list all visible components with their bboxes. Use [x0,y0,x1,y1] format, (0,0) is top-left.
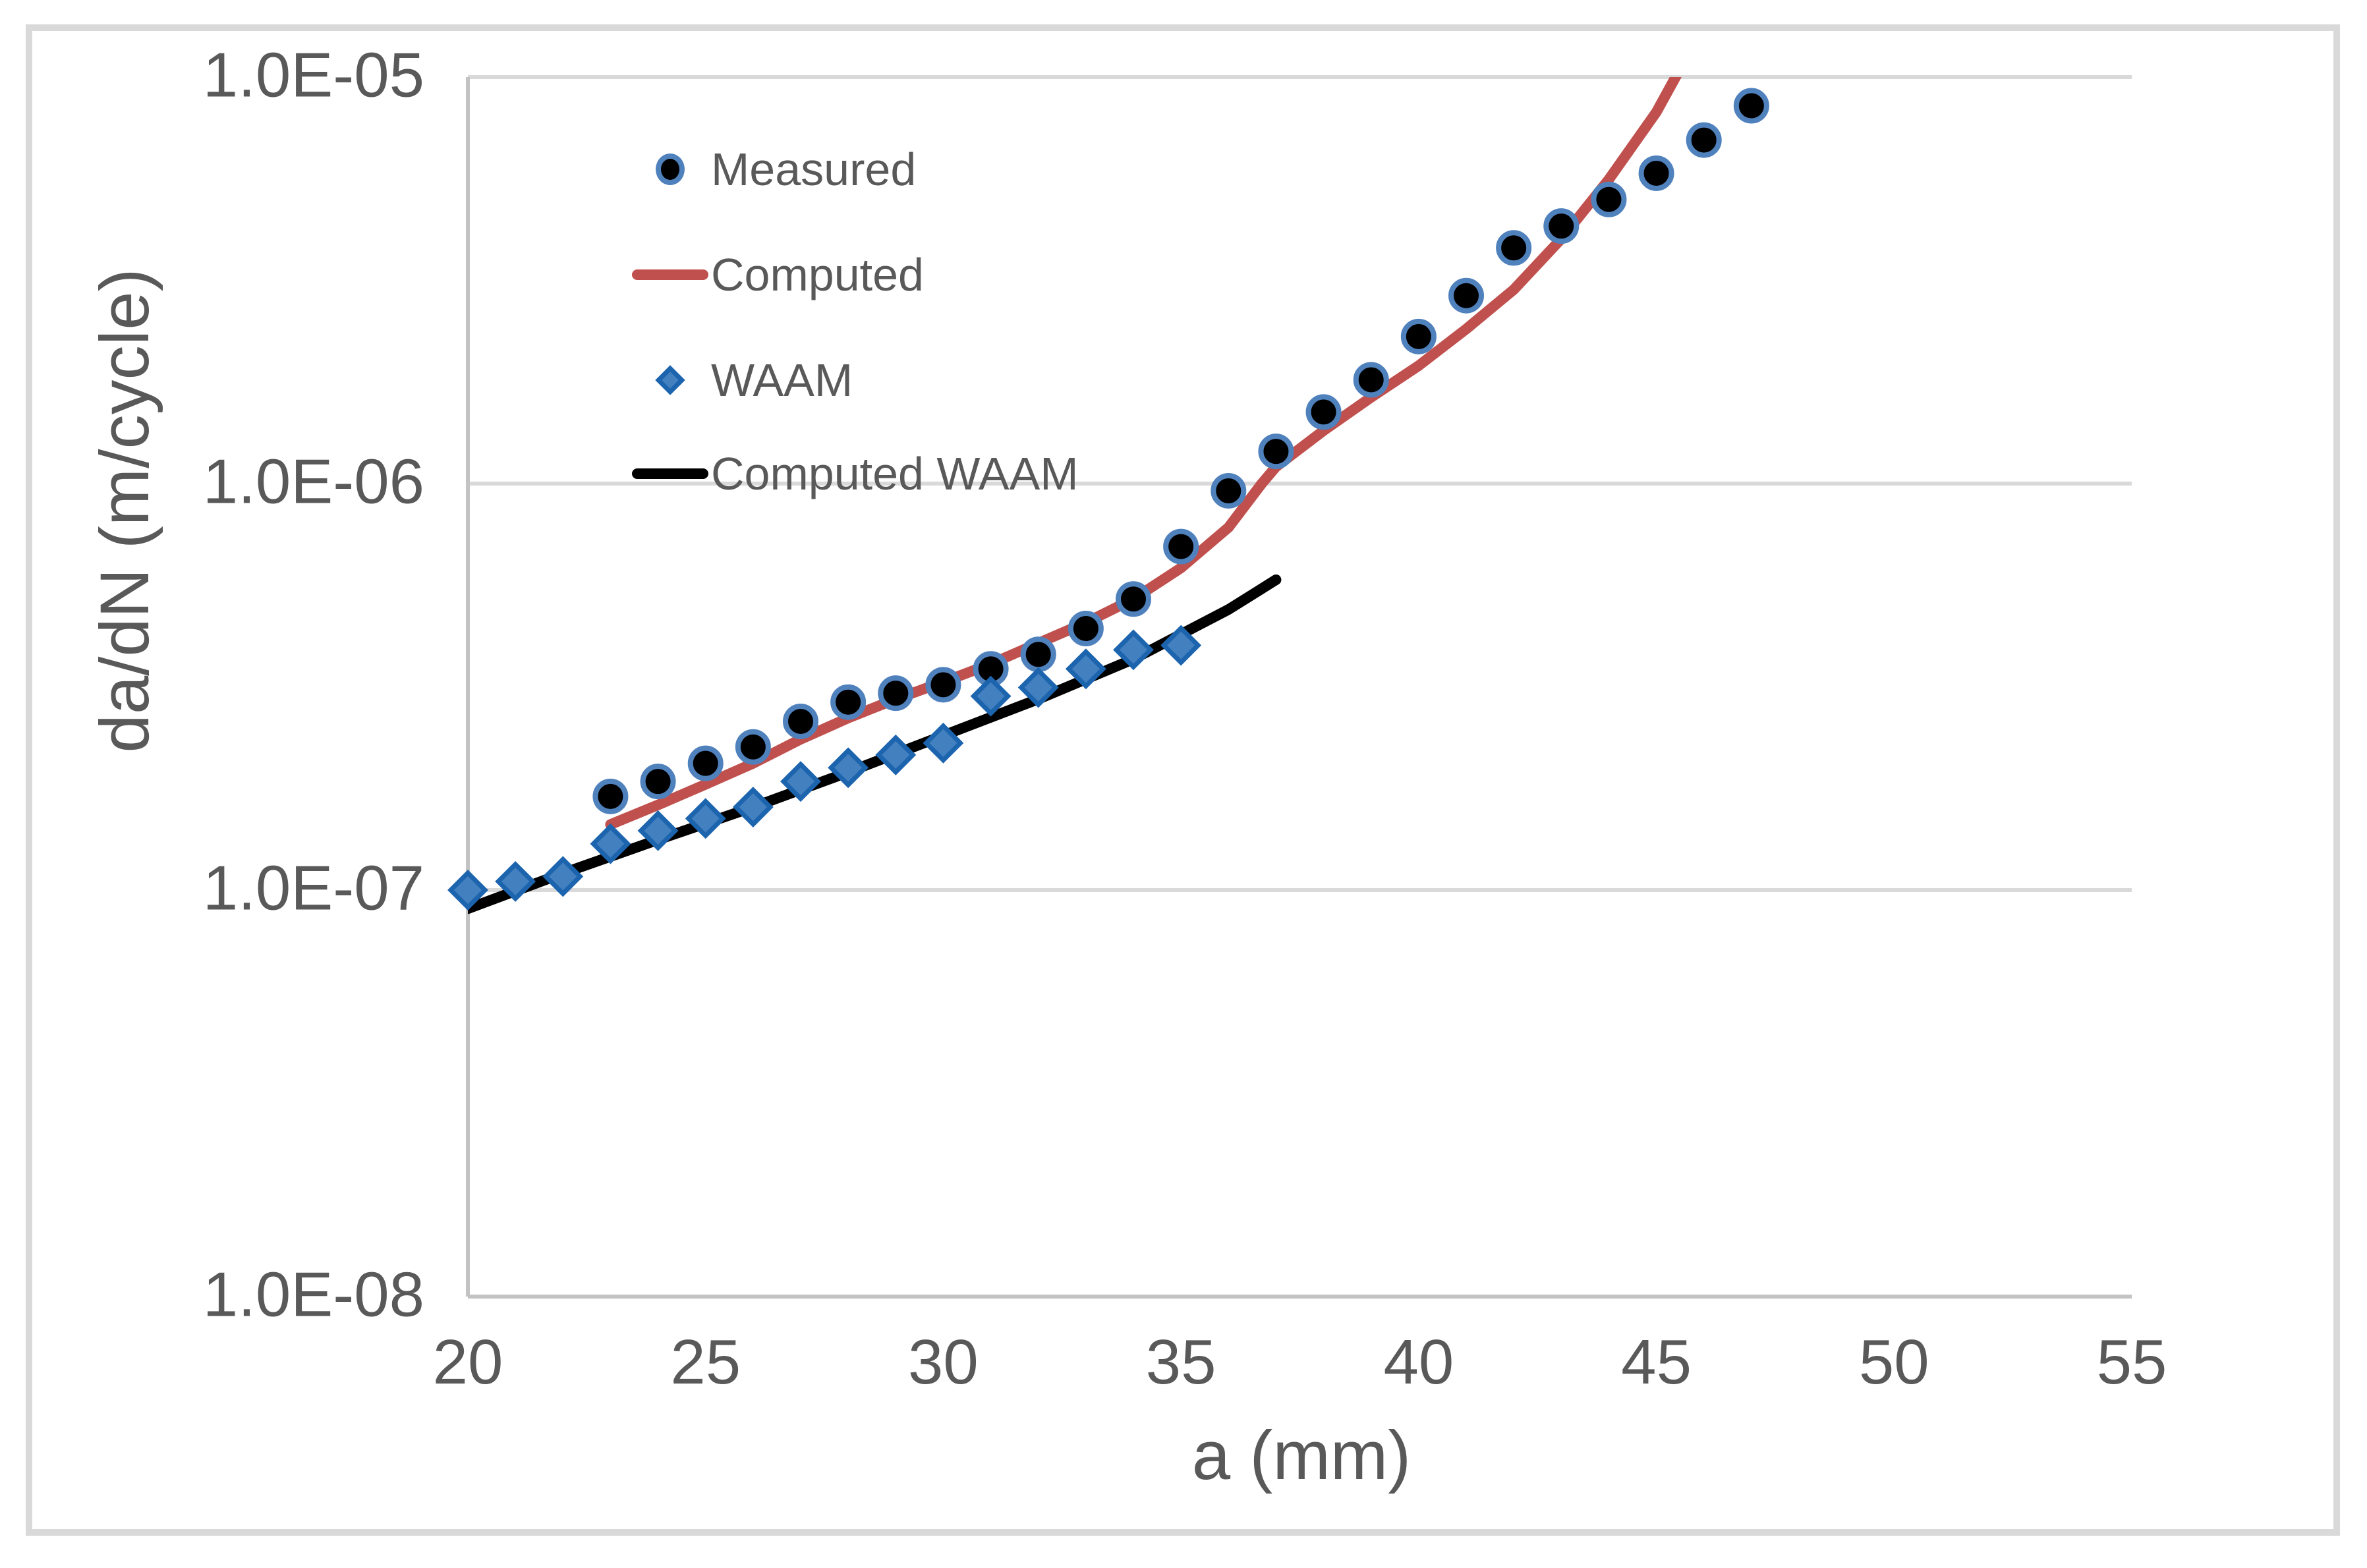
computed-waam-line-icon [632,468,708,479]
figure-border [26,24,2340,1536]
waam-point [923,722,964,764]
x-tick-label: 55 [2096,1327,2167,1397]
measured-point [830,684,867,720]
waam-point [495,860,536,902]
measured-point [1068,610,1104,646]
legend-item-waam: WAAM [629,354,853,406]
measured-point [1211,472,1247,509]
x-axis-title: a (mm) [1191,1417,1412,1494]
waam-point [542,856,584,897]
waam-point [875,734,917,775]
measured-point [1305,394,1342,430]
x-tick-label: 45 [1621,1327,1692,1397]
legend-marker-slot [629,365,711,395]
measured-point [1258,434,1294,470]
waam-point [1113,629,1154,671]
waam-point [780,761,821,802]
y-tick-label: 1.0E-06 [202,446,424,517]
measured-point [735,729,771,765]
waam-point [1160,625,1202,666]
y-tick-label: 1.0E-07 [202,853,424,924]
measured-point [925,667,961,703]
waam-point [828,747,869,789]
measured-point [1543,208,1580,244]
measured-point [1163,528,1199,565]
x-tick-label: 20 [432,1327,503,1397]
series-line-computed-waam [468,574,1282,914]
x-tick-label: 25 [670,1327,741,1397]
waam-point [590,823,631,864]
waam-point [685,798,726,839]
x-tick-label: 30 [908,1327,979,1397]
x-tick-label: 40 [1383,1327,1454,1397]
waam-point [447,870,488,910]
y-tick-label: 1.0E-08 [202,1259,424,1330]
measured-point [1733,88,1769,124]
legend-label-computed: Computed [711,249,924,300]
waam-point [1065,648,1106,690]
measured-point [878,675,914,712]
measured-point [1400,318,1437,354]
legend-label-waam: WAAM [711,354,853,406]
legend-item-computed-waam: Computed WAAM [629,447,1079,500]
legend-marker-slot [629,269,711,280]
measured-point [640,764,676,800]
measured-point [592,778,629,814]
waam-diamond-icon [655,365,685,395]
waam-point [637,810,679,851]
measured-point [783,703,818,739]
waam-point [970,675,1012,717]
measured-point [1638,155,1674,191]
y-tick-label: 1.0E-05 [202,40,424,111]
measured-point [1448,277,1484,314]
measured-point [1020,636,1056,673]
legend-item-measured: Measured [629,143,916,196]
waam-point [732,787,774,828]
measured-point [1496,230,1532,266]
measured-point [687,745,724,781]
series-line-computed [605,77,1682,830]
legend-label-measured: Measured [711,144,917,195]
measured-point [1116,581,1151,617]
legend-marker-slot [629,468,711,479]
measured-point [1591,181,1627,217]
legend-marker-slot [629,154,711,185]
measured-circle-icon [656,154,685,185]
x-tick-label: 35 [1145,1327,1216,1397]
y-axis-title: da/dN (m/cycle) [86,268,163,753]
computed-line-icon [632,269,708,280]
legend-label-computed-waam: Computed WAAM [711,448,1079,499]
measured-point [1353,362,1389,398]
waam-point [1017,667,1059,708]
x-tick-label: 50 [1858,1327,1929,1397]
legend-item-computed: Computed [629,248,924,301]
measured-point [1686,122,1722,158]
